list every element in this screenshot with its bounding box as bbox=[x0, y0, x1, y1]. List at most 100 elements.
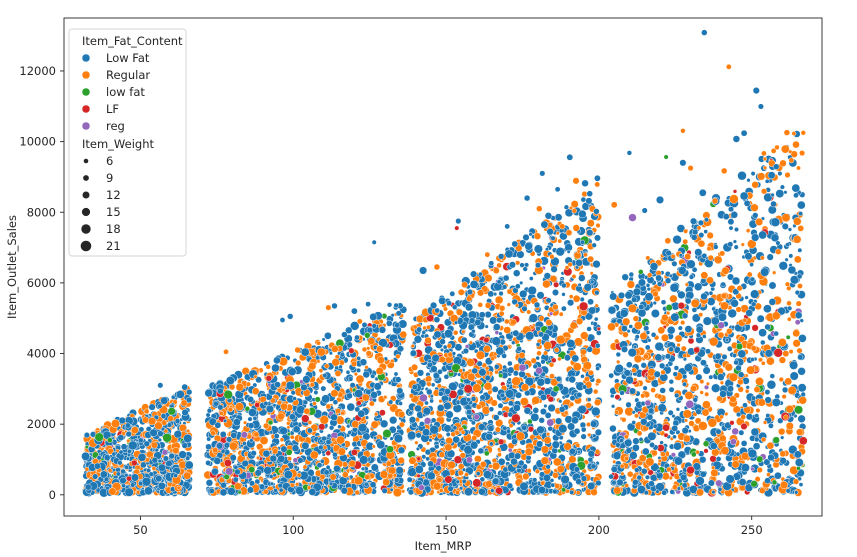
data-point bbox=[760, 339, 766, 346]
data-point bbox=[204, 389, 213, 398]
data-point bbox=[535, 342, 541, 347]
data-point bbox=[214, 421, 222, 429]
data-point bbox=[223, 442, 231, 449]
data-point bbox=[425, 324, 431, 330]
data-point bbox=[302, 464, 308, 470]
data-point bbox=[578, 209, 587, 219]
data-point bbox=[558, 311, 564, 317]
data-point bbox=[185, 396, 193, 404]
data-point bbox=[583, 252, 588, 258]
data-point bbox=[519, 289, 528, 299]
data-point bbox=[573, 427, 581, 435]
data-point bbox=[522, 266, 528, 272]
data-point bbox=[217, 404, 224, 411]
data-point bbox=[699, 390, 704, 395]
data-point bbox=[381, 487, 388, 494]
data-point bbox=[577, 282, 582, 287]
data-point bbox=[461, 329, 466, 334]
data-point bbox=[549, 373, 555, 380]
data-point bbox=[185, 455, 191, 461]
data-point bbox=[511, 376, 521, 386]
data-point bbox=[543, 272, 551, 280]
data-point bbox=[119, 477, 127, 485]
data-point bbox=[515, 391, 522, 399]
data-point bbox=[558, 424, 568, 434]
data-point bbox=[708, 290, 714, 296]
data-point bbox=[147, 416, 157, 426]
data-point bbox=[573, 466, 581, 473]
data-point bbox=[124, 464, 130, 470]
data-point bbox=[572, 224, 580, 232]
data-point bbox=[673, 365, 680, 371]
data-point bbox=[356, 400, 362, 406]
data-point bbox=[543, 403, 548, 409]
data-point bbox=[313, 390, 319, 395]
data-point bbox=[293, 465, 298, 470]
data-point bbox=[625, 361, 633, 369]
data-point bbox=[548, 362, 555, 368]
data-point bbox=[118, 449, 124, 455]
data-point bbox=[235, 383, 244, 392]
data-point bbox=[489, 316, 498, 325]
data-point bbox=[520, 397, 529, 406]
data-point bbox=[389, 416, 398, 425]
data-point bbox=[176, 455, 181, 461]
data-point bbox=[248, 408, 257, 417]
data-point bbox=[455, 479, 460, 484]
data-point bbox=[576, 392, 583, 398]
data-point bbox=[286, 432, 292, 437]
data-point bbox=[328, 351, 333, 356]
data-point bbox=[289, 413, 296, 421]
data-point bbox=[365, 350, 372, 357]
data-point bbox=[259, 436, 269, 445]
data-point bbox=[477, 447, 485, 455]
data-point bbox=[796, 347, 803, 354]
data-point bbox=[253, 431, 260, 438]
data-point bbox=[307, 420, 313, 425]
data-point bbox=[615, 351, 621, 358]
data-point bbox=[778, 356, 787, 364]
data-point bbox=[498, 331, 503, 336]
data-point bbox=[424, 449, 432, 456]
data-point bbox=[504, 318, 510, 325]
data-point bbox=[766, 379, 777, 390]
data-point bbox=[616, 359, 621, 365]
data-point bbox=[426, 471, 436, 481]
data-point bbox=[355, 367, 362, 373]
data-point bbox=[580, 331, 589, 340]
data-point bbox=[728, 225, 734, 231]
data-point bbox=[364, 365, 369, 370]
data-point bbox=[468, 317, 476, 324]
data-point bbox=[568, 375, 576, 384]
data-point bbox=[546, 228, 554, 236]
data-point bbox=[361, 393, 370, 402]
data-point bbox=[471, 328, 476, 334]
data-point bbox=[734, 227, 739, 232]
data-point bbox=[490, 399, 498, 407]
data-point bbox=[351, 360, 358, 367]
data-point bbox=[386, 445, 394, 454]
data-point bbox=[569, 401, 575, 407]
data-point bbox=[484, 274, 493, 283]
data-point bbox=[336, 435, 345, 445]
data-point bbox=[174, 418, 181, 424]
data-point bbox=[765, 413, 771, 419]
data-point bbox=[413, 335, 422, 344]
data-point bbox=[466, 358, 475, 367]
data-point bbox=[508, 261, 516, 269]
data-point bbox=[397, 446, 406, 454]
data-point bbox=[538, 331, 544, 338]
data-point bbox=[364, 332, 371, 339]
data-point bbox=[512, 404, 521, 412]
data-point bbox=[274, 381, 281, 388]
data-point bbox=[588, 306, 597, 315]
data-point bbox=[205, 479, 214, 487]
data-point bbox=[438, 399, 443, 404]
data-point bbox=[554, 347, 560, 353]
data-point bbox=[263, 466, 272, 475]
data-point bbox=[337, 447, 346, 456]
data-point bbox=[154, 421, 163, 430]
data-point bbox=[213, 401, 219, 407]
data-point bbox=[279, 426, 288, 435]
data-point bbox=[287, 456, 292, 462]
